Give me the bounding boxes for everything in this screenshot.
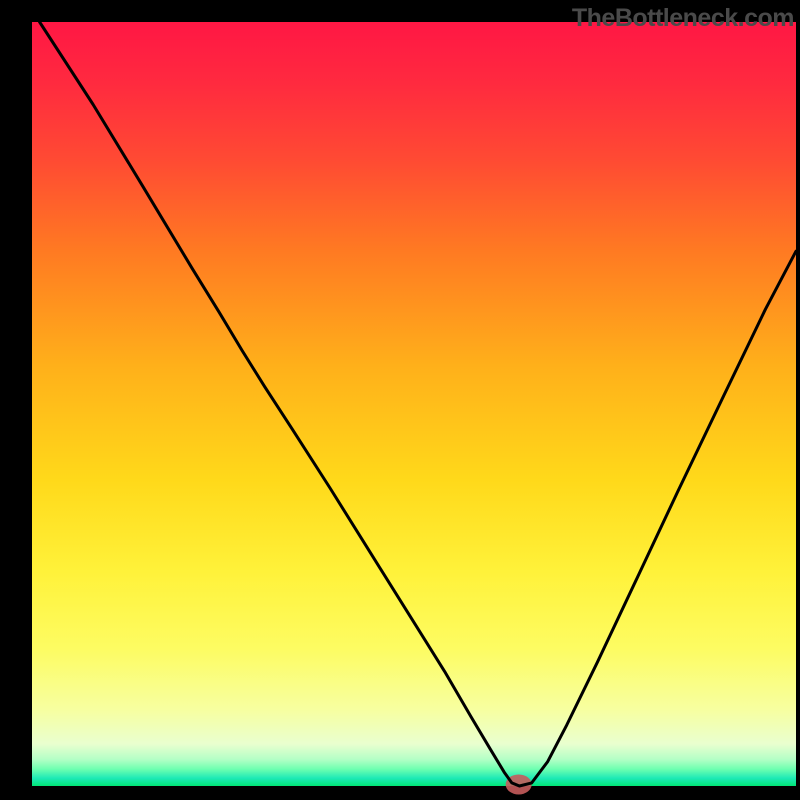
chart-stage: TheBottleneck.com (0, 0, 800, 800)
plot-background (32, 22, 796, 786)
bottleneck-chart (0, 0, 800, 800)
